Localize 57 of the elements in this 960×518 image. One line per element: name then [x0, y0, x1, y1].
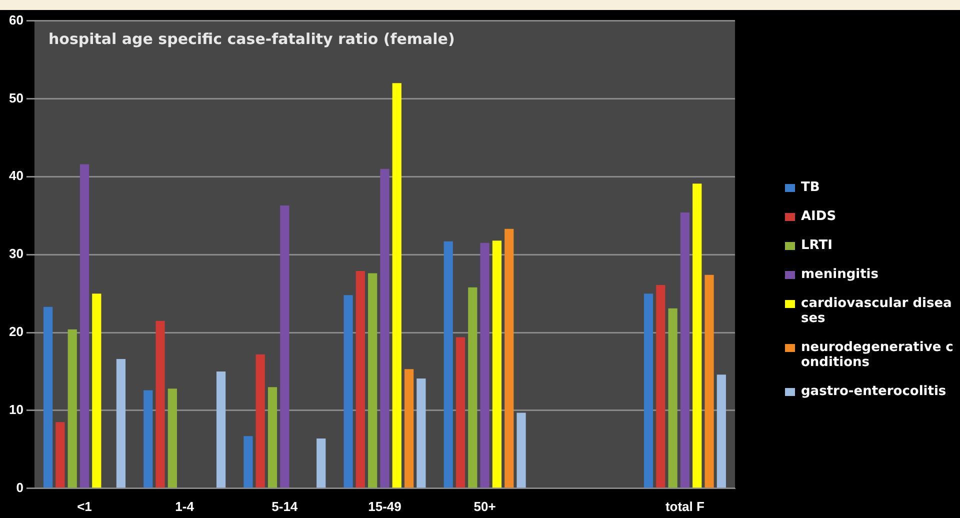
y-tick-label: 30 — [8, 246, 24, 262]
bar — [392, 83, 402, 488]
legend-label: neurodegenerative conditions — [801, 340, 954, 370]
bar — [380, 168, 390, 488]
y-tick-label: 60 — [8, 12, 24, 28]
bar — [156, 320, 165, 488]
bar — [644, 294, 654, 488]
bar — [444, 241, 453, 488]
legend-label: TB — [801, 180, 820, 195]
y-tick-label: 40 — [8, 168, 24, 184]
bar — [256, 354, 265, 488]
bar — [43, 306, 53, 488]
bar — [456, 337, 466, 488]
bar — [56, 422, 65, 488]
y-tick-label: 20 — [8, 324, 24, 340]
bar — [504, 228, 514, 488]
bar — [416, 378, 426, 488]
bar — [344, 295, 353, 488]
bar — [492, 240, 502, 488]
x-tick-label: <1 — [77, 498, 92, 514]
bar — [480, 242, 490, 488]
bar — [92, 294, 102, 488]
legend-label: AIDS — [801, 209, 836, 224]
bar — [244, 436, 253, 488]
bar — [144, 390, 153, 488]
bar — [692, 184, 702, 488]
x-tick-label: 50+ — [474, 498, 496, 514]
bar — [168, 388, 177, 488]
bar — [216, 372, 226, 488]
bar — [468, 287, 478, 488]
bar — [268, 387, 278, 488]
bar — [716, 374, 726, 488]
bar — [668, 308, 678, 488]
bar — [404, 369, 414, 488]
bar — [68, 329, 77, 488]
bar — [368, 273, 378, 488]
bar — [116, 359, 126, 488]
x-tick-label: 1-4 — [175, 498, 195, 514]
x-tick-label: 15-49 — [368, 498, 402, 514]
x-tick-label: total F — [665, 498, 705, 514]
y-tick-label: 0 — [16, 480, 24, 495]
legend-label: cardiovascular diseases — [801, 296, 953, 326]
bar — [316, 438, 326, 488]
legend-label: LRTI — [801, 238, 832, 253]
bar — [80, 164, 90, 488]
bar — [280, 206, 290, 488]
x-tick-label: 5-14 — [272, 498, 298, 514]
bar — [680, 212, 690, 488]
legend-label: gastro-enterocolitis — [801, 384, 946, 399]
legend-label: meningitis — [801, 267, 878, 282]
text: hospital age specific case-fatality ratio (female) — [48, 30, 455, 48]
bar — [704, 274, 714, 488]
bar — [356, 270, 365, 488]
y-tick-label: 10 — [8, 402, 24, 418]
y-tick-label: 50 — [8, 90, 24, 106]
bar — [656, 284, 666, 488]
bar — [516, 412, 526, 488]
